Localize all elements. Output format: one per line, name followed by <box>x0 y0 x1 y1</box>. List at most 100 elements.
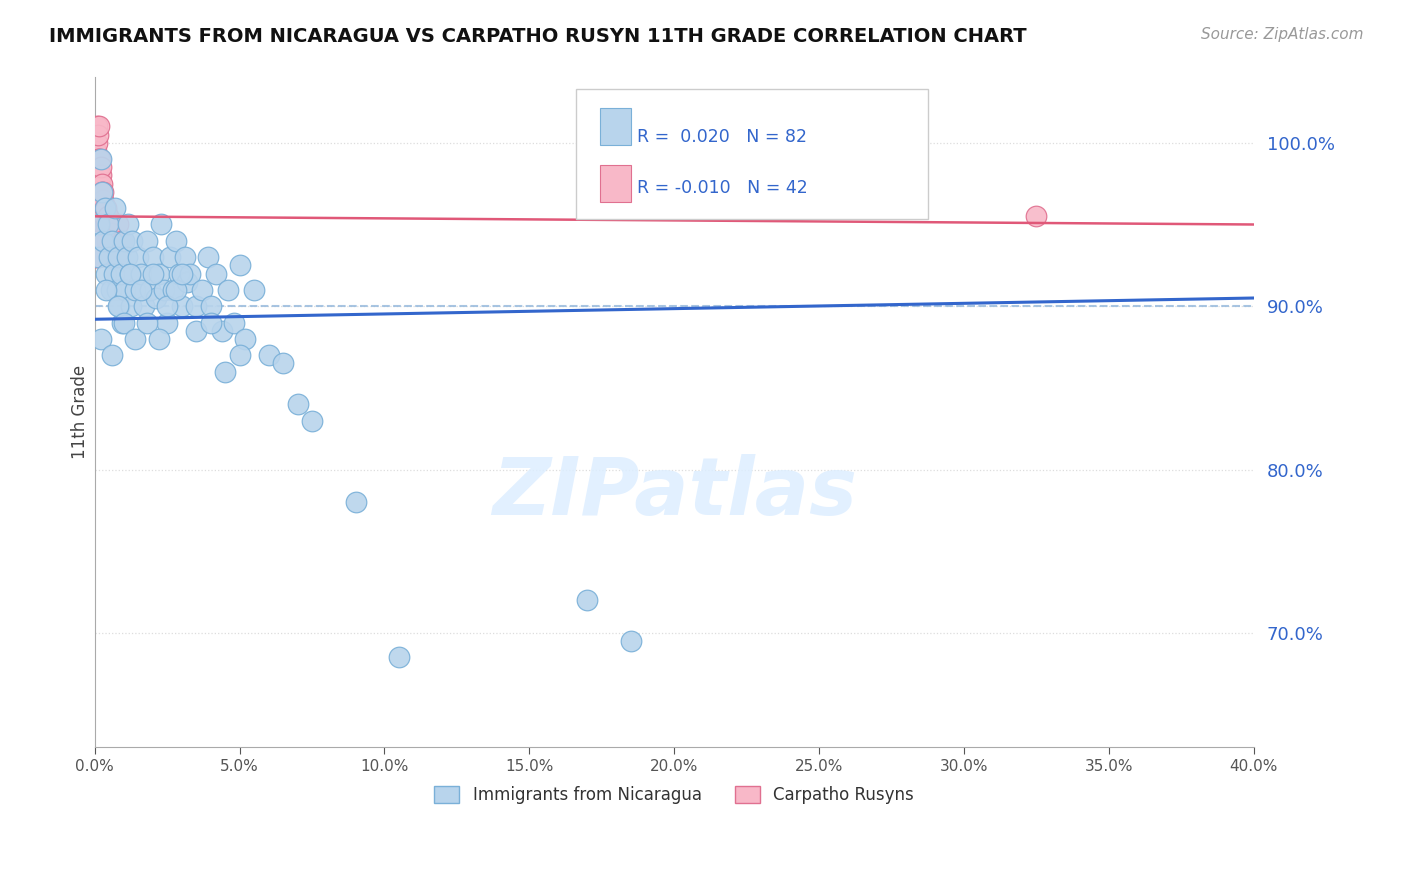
Point <box>93 234 115 248</box>
Point <box>136 234 159 248</box>
Point <box>112 234 135 248</box>
Point <box>86 136 108 150</box>
Point <box>100 283 122 297</box>
Point <box>90 332 112 346</box>
Point <box>115 250 138 264</box>
Point <box>94 201 117 215</box>
Point <box>98 218 121 232</box>
Point <box>620 634 643 648</box>
Point <box>148 332 170 346</box>
Point <box>97 210 120 224</box>
Point <box>142 267 165 281</box>
Point <box>84 144 107 158</box>
Point <box>186 299 208 313</box>
Point <box>120 299 142 313</box>
Point <box>156 316 179 330</box>
Point <box>86 177 108 191</box>
Point <box>287 397 309 411</box>
Point <box>110 267 132 281</box>
Point <box>114 283 136 297</box>
Point <box>243 283 266 297</box>
Point <box>129 267 152 281</box>
Point <box>107 218 129 232</box>
Point <box>145 291 167 305</box>
Point <box>153 283 176 297</box>
Point <box>118 267 141 281</box>
Point <box>191 283 214 297</box>
Point <box>105 283 128 297</box>
Point <box>118 267 141 281</box>
Point <box>91 185 114 199</box>
Point <box>101 242 124 256</box>
Point <box>159 250 181 264</box>
Point <box>89 120 111 134</box>
Point <box>136 316 159 330</box>
Point <box>100 226 122 240</box>
Point <box>156 299 179 313</box>
Point <box>89 218 111 232</box>
Text: R = -0.010   N = 42: R = -0.010 N = 42 <box>637 178 807 196</box>
Point <box>93 210 115 224</box>
Point <box>139 283 162 297</box>
Point <box>344 495 367 509</box>
Point <box>97 218 120 232</box>
Point <box>167 267 190 281</box>
Point <box>90 177 112 191</box>
Point <box>197 250 219 264</box>
Point <box>179 267 201 281</box>
Point <box>388 650 411 665</box>
Point <box>111 234 134 248</box>
Point <box>103 234 125 248</box>
Point <box>89 152 111 166</box>
Point <box>91 210 114 224</box>
Point <box>93 201 115 215</box>
Point <box>205 267 228 281</box>
Point <box>96 218 118 232</box>
Point <box>90 201 112 215</box>
Point <box>89 177 111 191</box>
Point <box>165 283 187 297</box>
Text: ZIPatlas: ZIPatlas <box>492 454 856 532</box>
Point <box>124 332 146 346</box>
Point <box>112 316 135 330</box>
Point <box>170 267 193 281</box>
Point <box>150 218 173 232</box>
Point <box>165 234 187 248</box>
Point <box>162 283 184 297</box>
Point <box>170 299 193 313</box>
Point <box>117 218 139 232</box>
Point <box>90 169 112 183</box>
Point <box>200 316 222 330</box>
Point <box>91 185 114 199</box>
Text: IMMIGRANTS FROM NICARAGUA VS CARPATHO RUSYN 11TH GRADE CORRELATION CHART: IMMIGRANTS FROM NICARAGUA VS CARPATHO RU… <box>49 27 1026 45</box>
Point <box>142 250 165 264</box>
Point <box>107 299 129 313</box>
Point <box>101 234 124 248</box>
Point <box>96 283 118 297</box>
Point <box>222 316 245 330</box>
Point <box>86 120 108 134</box>
Y-axis label: 11th Grade: 11th Grade <box>72 366 89 459</box>
Point <box>90 152 112 166</box>
Point <box>96 267 118 281</box>
Point <box>104 250 127 264</box>
Point <box>148 267 170 281</box>
Point <box>257 348 280 362</box>
Point <box>271 356 294 370</box>
Point <box>89 193 111 207</box>
Point <box>86 152 108 166</box>
Legend: Immigrants from Nicaragua, Carpatho Rusyns: Immigrants from Nicaragua, Carpatho Rusy… <box>426 778 922 813</box>
Point <box>301 413 323 427</box>
Point <box>211 324 233 338</box>
Point <box>111 316 134 330</box>
Point <box>91 218 114 232</box>
Point <box>214 365 236 379</box>
Point <box>127 250 149 264</box>
Point <box>110 242 132 256</box>
Point <box>90 201 112 215</box>
Point <box>86 242 108 256</box>
Point <box>91 193 114 207</box>
Point <box>228 348 250 362</box>
Point <box>94 226 117 240</box>
Point <box>121 234 143 248</box>
